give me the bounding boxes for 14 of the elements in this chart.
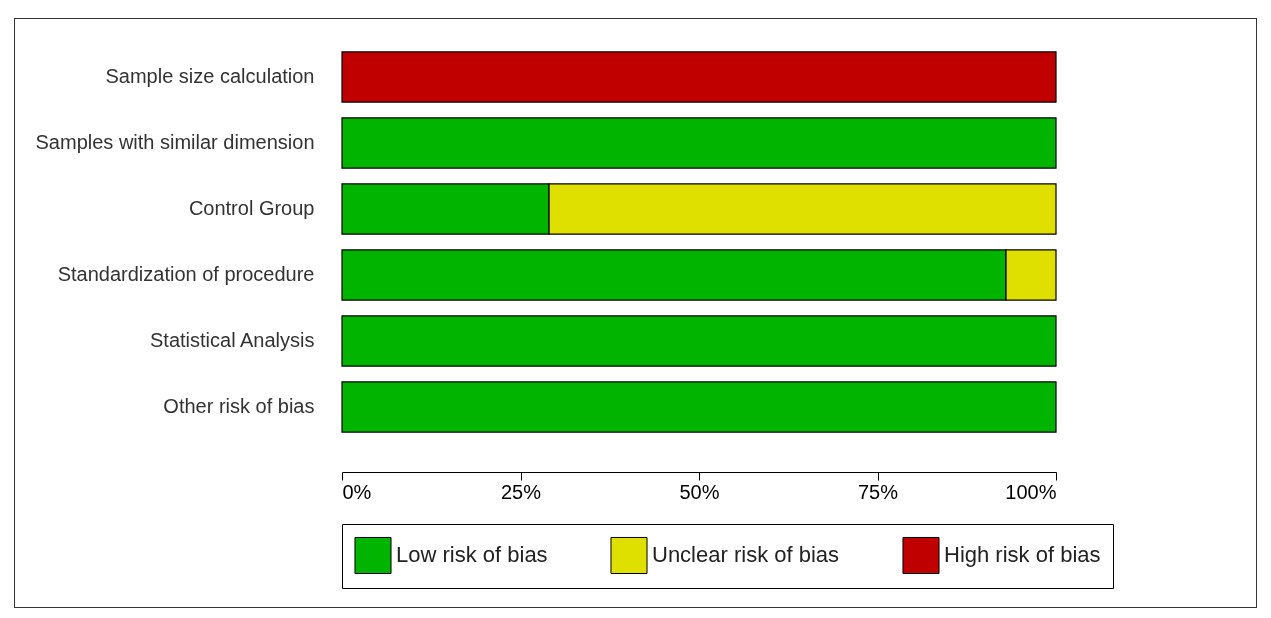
legend-label: High risk of bias [944,542,1101,568]
x-tick-label: 50% [679,480,720,503]
y-tick-label: Control Group [188,197,315,219]
legend-label: Low risk of bias [396,542,548,568]
y-tick-label: Standardization of procedure [57,263,315,285]
y-tick-label: Other risk of bias [163,395,315,417]
x-tick-label: 0% [342,480,372,503]
x-tick-label: 75% [857,480,899,503]
legend-label: Unclear risk of bias [652,542,840,568]
y-tick-label: Statistical Analysis [149,329,315,351]
x-tick-label: 25% [500,480,542,503]
y-tick-label: Sample size calculation [105,65,315,87]
y-tick-label: Samples with similar dimension [35,131,315,153]
x-tick-label: 100% [1005,480,1057,503]
